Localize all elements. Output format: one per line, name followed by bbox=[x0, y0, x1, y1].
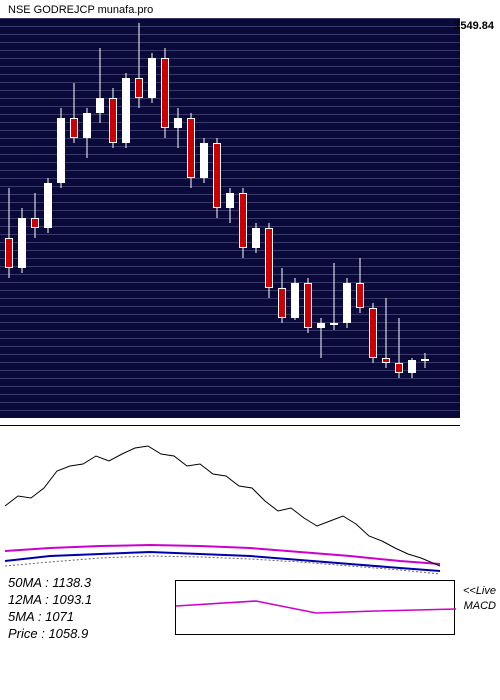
ma12-label: 12MA : 1093.1 bbox=[8, 592, 92, 607]
live-label: <<Live bbox=[463, 585, 496, 597]
inset-line bbox=[176, 581, 456, 636]
y-axis-labels bbox=[462, 18, 500, 418]
ma50-label: 50MA : 1138.3 bbox=[8, 575, 91, 590]
price-chart-panel bbox=[0, 18, 460, 418]
ma5-label: 5MA : 1071 bbox=[8, 609, 74, 624]
macd-inset-box bbox=[175, 580, 455, 635]
top-price-label: 1549.84 bbox=[454, 20, 494, 32]
macd-label: MACD bbox=[464, 600, 496, 612]
chart-title: NSE GODREJCP munafa.pro bbox=[8, 4, 153, 16]
price-label: Price : 1058.9 bbox=[8, 626, 88, 641]
chart-container: NSE GODREJCP munafa.pro 1549.84 50MA : 1… bbox=[0, 0, 500, 700]
